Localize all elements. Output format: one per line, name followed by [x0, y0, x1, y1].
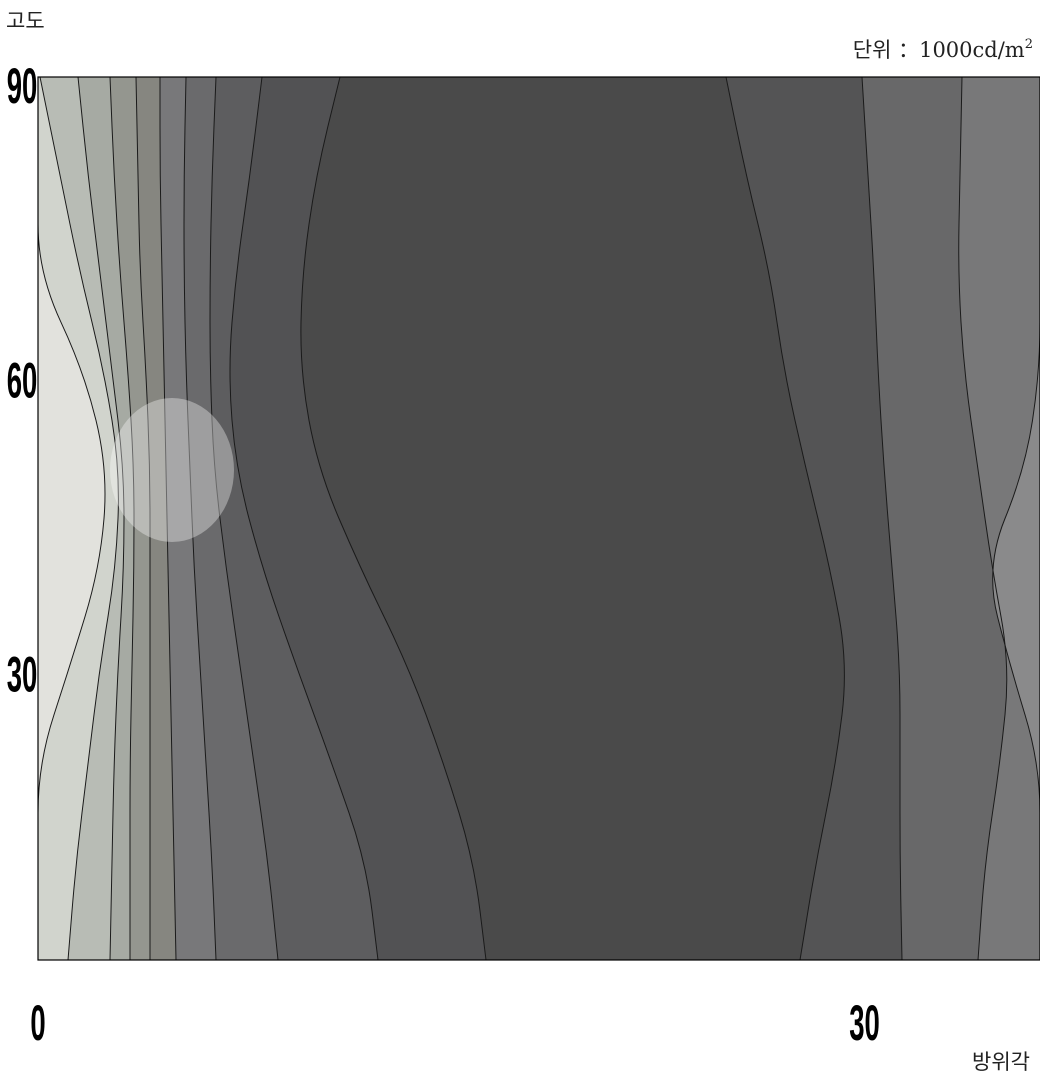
contour-line-right-1: [861, 76, 903, 961]
contour-band-right-0: [726, 77, 902, 960]
contour-band-right-1: [862, 77, 1007, 960]
contour-band-left-3: [78, 77, 134, 960]
contour-line-left-7: [209, 76, 279, 961]
unit-superscript: 2: [1025, 37, 1033, 52]
contour-line-right-2: [958, 76, 1008, 961]
contour-lines: [37, 76, 1040, 961]
contour-band-left-6: [160, 77, 216, 960]
contour-band-left-0: [38, 77, 105, 960]
contour-band-right-3: [992, 77, 1040, 960]
contour-line-left-4: [135, 76, 151, 960]
contour-line-left-8: [229, 76, 379, 961]
contour-line-right-3: [992, 77, 1040, 960]
y-tick-90: 90: [7, 57, 38, 114]
contour-band-left-9: [230, 77, 486, 960]
x-axis-title: 방위각: [972, 1050, 1030, 1074]
contour-line-left-5: [159, 76, 177, 961]
contour-band-left-7: [184, 77, 278, 960]
x-tick-30: 30: [849, 994, 880, 1051]
x-tick-labels: 0306090120150180210240270300330: [30, 994, 880, 1051]
y-tick-30: 30: [7, 646, 38, 703]
contour-line-left-1: [39, 76, 119, 961]
contour-band-right-2: [958, 77, 1040, 960]
unit-label: 단위 ：1000cd/m2: [853, 37, 1033, 62]
contour-band-left-5: [136, 77, 176, 960]
contour-line-right-0: [725, 76, 845, 961]
contour-band-left-1: [38, 77, 119, 960]
contour-line-left-9: [300, 76, 487, 961]
contour-fills: [38, 77, 1040, 960]
y-tick-60: 60: [7, 351, 38, 408]
label-cluster-glare: [110, 398, 234, 542]
contour-line-left-3: [109, 76, 135, 960]
x-tick-0: 0: [30, 994, 45, 1051]
plot-frame: [37, 76, 1040, 961]
contour-line-left-6: [183, 76, 217, 961]
contour-band-left-4: [110, 77, 150, 960]
contour-line-left-2: [77, 76, 125, 961]
y-axis-title: 고도: [6, 9, 45, 33]
unit-text: 단위 ：1000cd/m: [853, 38, 1025, 62]
y-tick-labels: 30 60 90: [7, 57, 38, 703]
contour-band-left-8: [210, 77, 378, 960]
